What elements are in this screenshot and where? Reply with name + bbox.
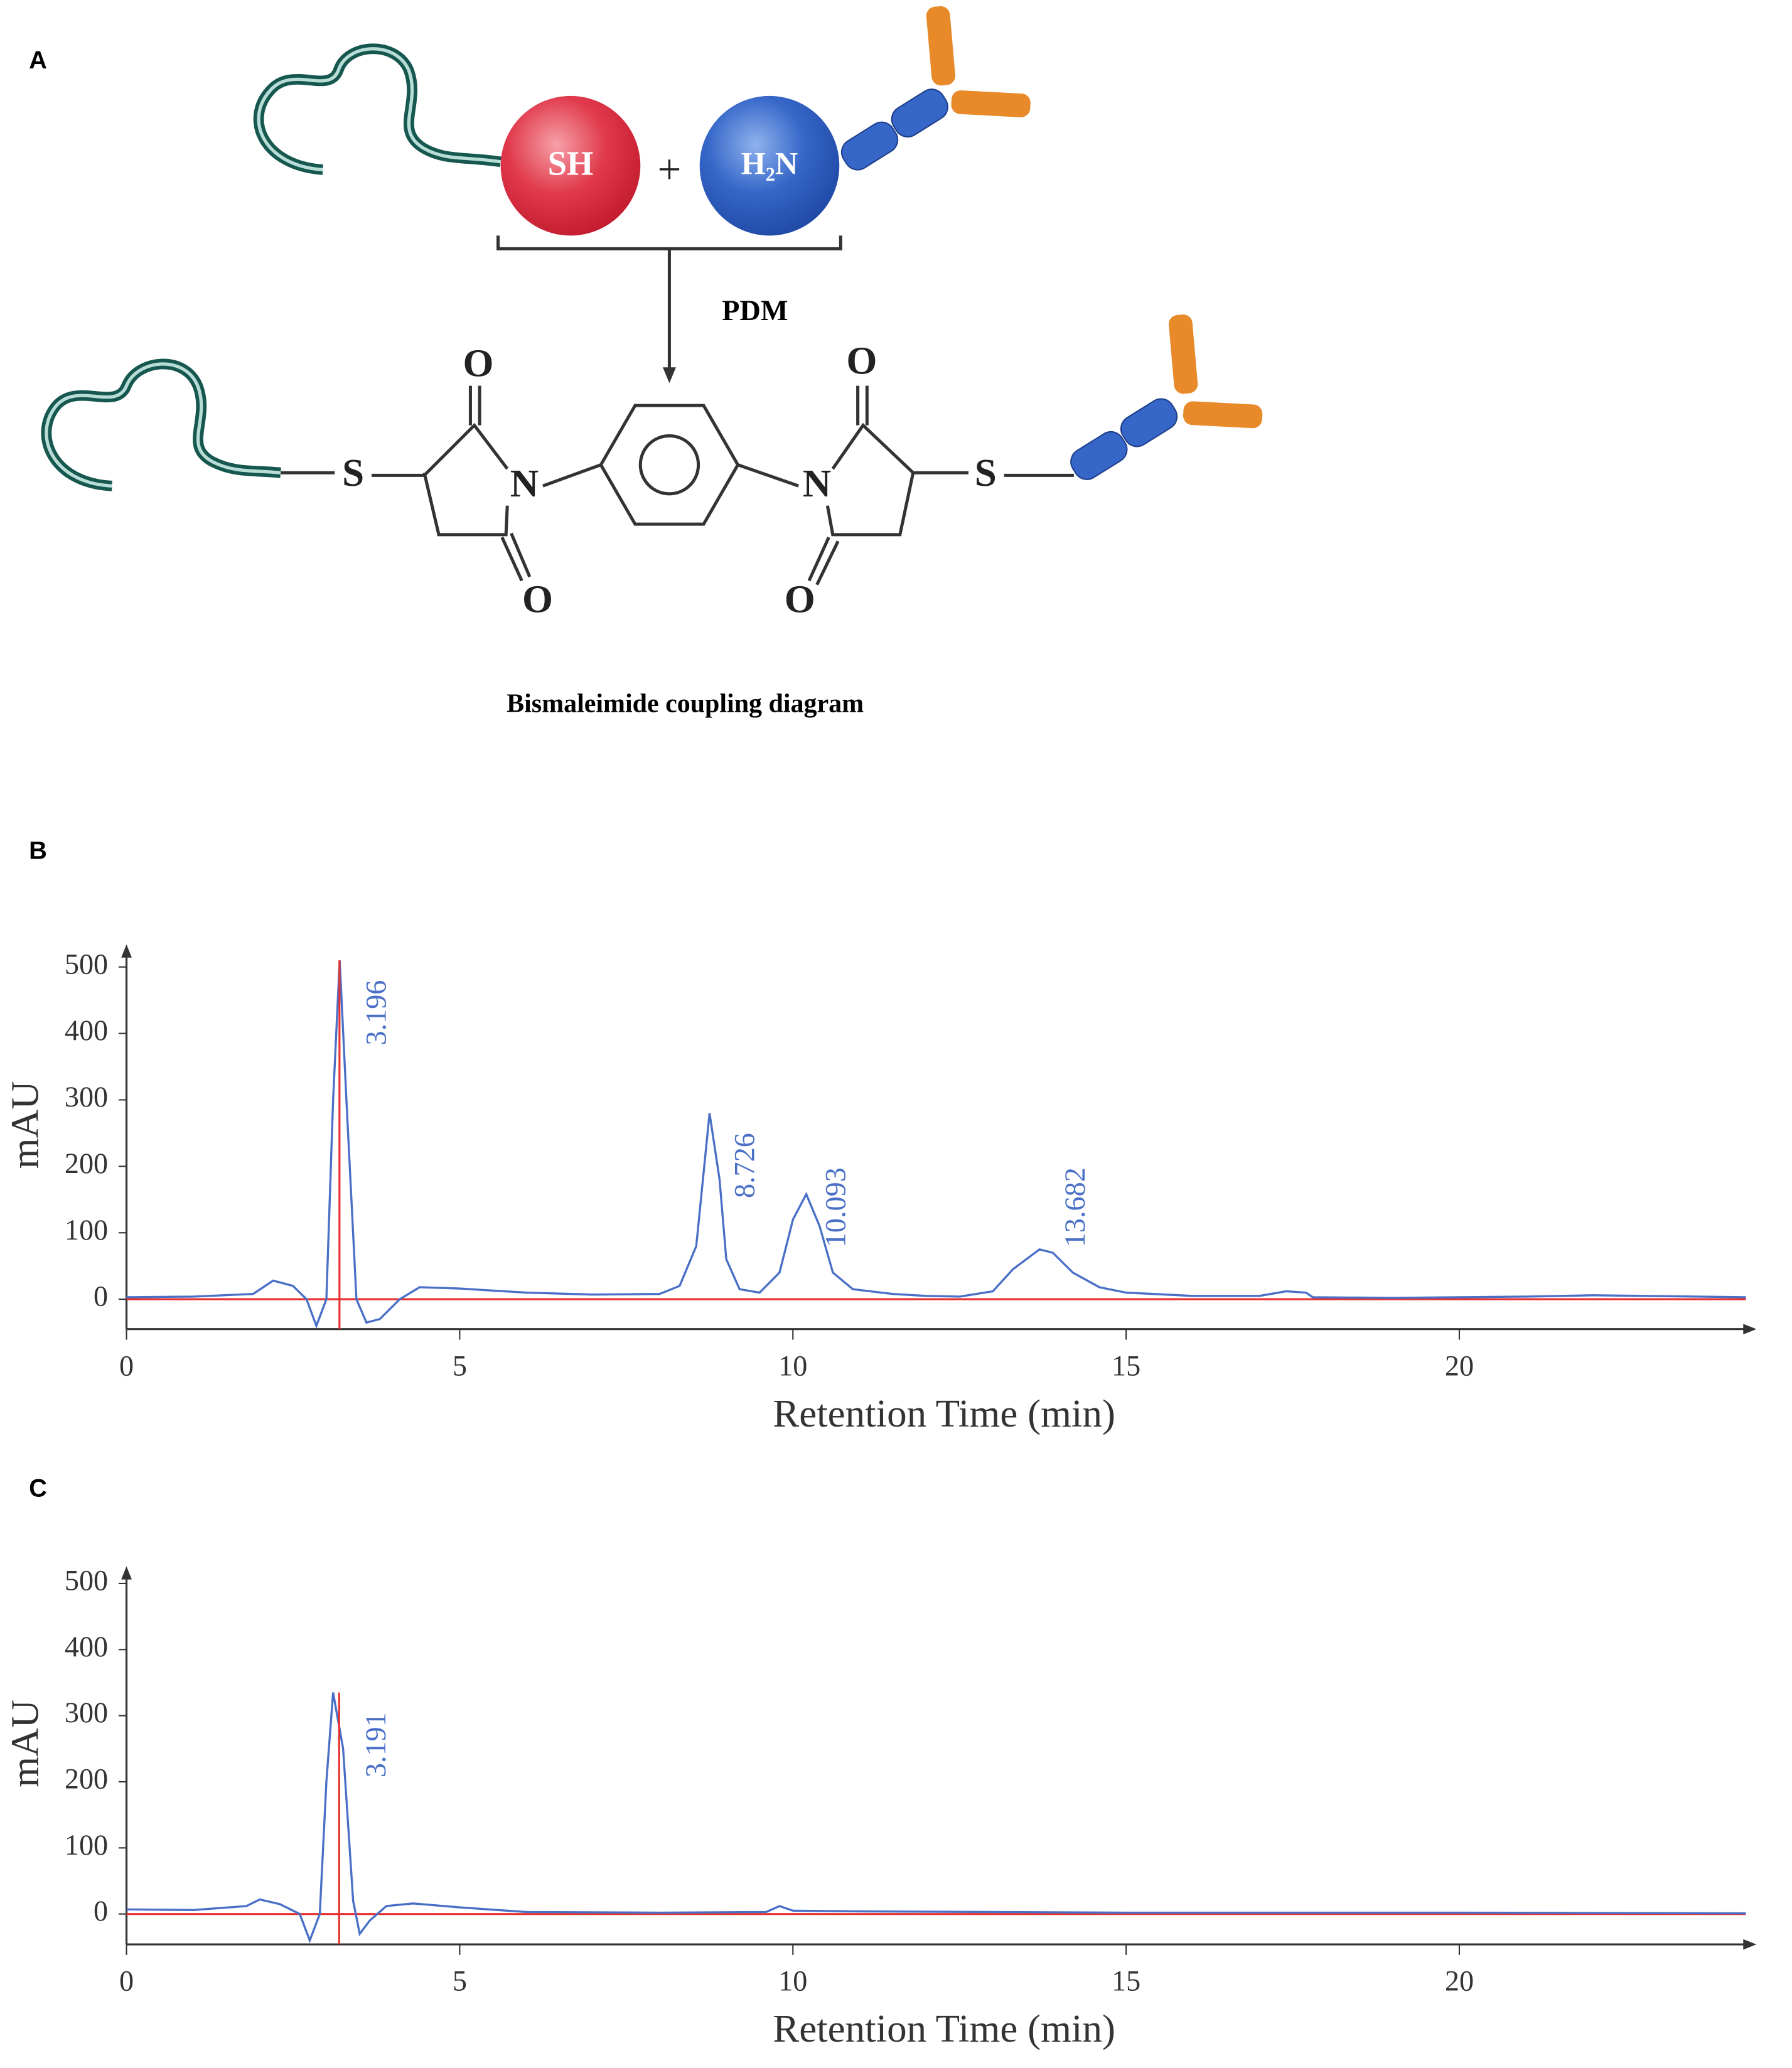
amine-label: H₂N: [741, 146, 798, 181]
x-tick-label: 20: [1445, 1349, 1474, 1381]
bracket: [496, 235, 842, 373]
y-tick-label: 500: [65, 1565, 108, 1597]
plus-sign: +: [657, 146, 681, 193]
diagram-caption: Bismaleimide coupling diagram: [507, 689, 864, 718]
y-tick-label: 300: [65, 1696, 108, 1728]
x-tick-label: 10: [778, 1349, 807, 1381]
atom-label: N: [803, 461, 831, 505]
x-tick-label: 0: [119, 1349, 134, 1381]
panel-label: B: [29, 837, 47, 864]
structure-bonds: [281, 385, 1074, 586]
arrow-head: [662, 367, 676, 383]
peak-label: 8.726: [729, 1133, 761, 1198]
atom-label: O: [522, 577, 553, 621]
panel-label: C: [29, 1474, 47, 1502]
y-axis-title: mAU: [3, 1081, 47, 1169]
x-axis-title: Retention Time (min): [773, 2006, 1115, 2050]
peak-label: 10.093: [820, 1167, 852, 1247]
thiol-label: SH: [548, 144, 594, 183]
atom-label: S: [342, 451, 364, 495]
axis-arrow: [1743, 1939, 1757, 1950]
y-tick-label: 100: [65, 1829, 108, 1861]
antibody: [1070, 314, 1263, 480]
y-tick-label: 200: [65, 1763, 108, 1795]
antibody: [840, 6, 1031, 171]
axis-arrow: [1743, 1324, 1757, 1335]
axis-arrow: [121, 944, 132, 958]
x-tick-label: 5: [453, 1349, 467, 1381]
x-tick-label: 15: [1112, 1965, 1140, 1997]
peptide-chain: [41, 43, 502, 491]
atom-label: O: [785, 577, 815, 621]
x-tick-label: 5: [453, 1965, 467, 1997]
x-axis-title: Retention Time (min): [773, 1391, 1115, 1435]
y-tick-label: 400: [65, 1631, 108, 1663]
y-tick-label: 100: [65, 1214, 108, 1246]
x-tick-label: 10: [778, 1965, 807, 1997]
peak-label: 13.682: [1059, 1167, 1091, 1247]
peak-label: 3.196: [360, 980, 392, 1046]
x-tick-label: 0: [119, 1965, 134, 1997]
y-tick-label: 0: [94, 1895, 108, 1927]
y-tick-label: 400: [65, 1014, 108, 1046]
y-tick-label: 300: [65, 1081, 108, 1113]
panel-label: A: [29, 46, 47, 74]
axis-arrow: [121, 1566, 132, 1580]
y-axis-title: mAU: [3, 1700, 47, 1787]
reagent-label: PDM: [722, 294, 788, 326]
atom-label: O: [846, 339, 877, 383]
x-tick-label: 15: [1112, 1349, 1140, 1381]
atom-label: N: [510, 461, 539, 505]
x-tick-label: 20: [1445, 1965, 1474, 1997]
atom-label: O: [463, 341, 494, 385]
trace: [126, 960, 1746, 1329]
amine-sphere: [699, 95, 840, 236]
y-tick-label: 500: [65, 948, 108, 980]
y-tick-label: 0: [94, 1280, 108, 1312]
trace: [126, 1692, 1746, 1944]
peak-label: 3.191: [360, 1712, 392, 1777]
thiol-sphere: [500, 95, 641, 236]
atom-label: S: [975, 451, 997, 495]
y-tick-label: 200: [65, 1147, 108, 1179]
